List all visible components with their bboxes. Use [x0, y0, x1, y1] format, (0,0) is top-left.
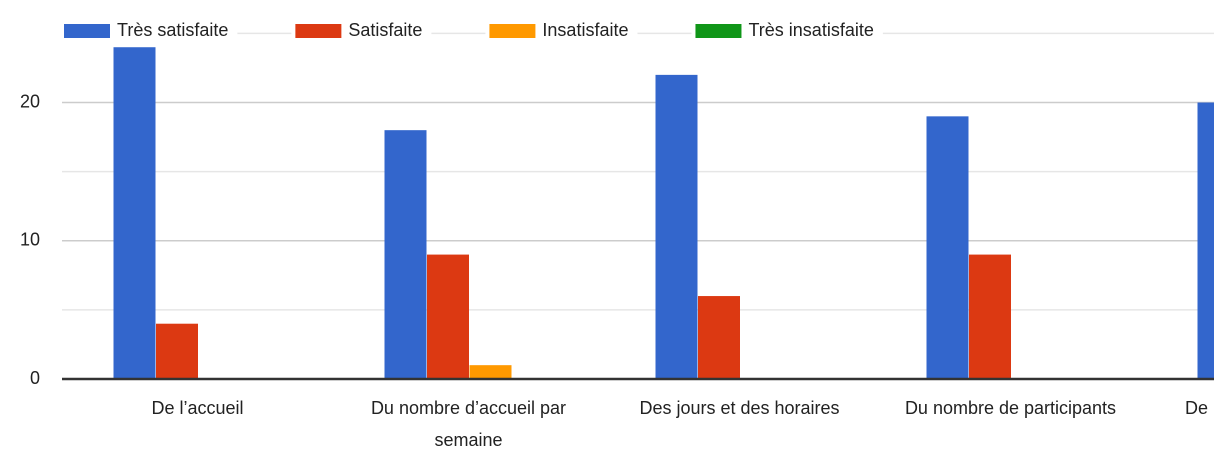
- bar: [113, 47, 156, 379]
- x-tick-line: Des jours et des horaires: [639, 398, 839, 418]
- bar: [969, 254, 1011, 379]
- bar: [469, 365, 512, 379]
- legend-label: Très satisfaite: [117, 20, 228, 40]
- x-tick-line: De l’accueil: [151, 398, 243, 418]
- legend-item: Insatisfaite: [485, 18, 638, 44]
- x-tick-line: Du nombre de participants: [905, 398, 1116, 418]
- y-tick-label: 10: [20, 230, 40, 250]
- x-tick-label: De: [1185, 398, 1208, 418]
- legend-label: Très insatisfaite: [748, 20, 873, 40]
- x-tick-label: Du nombre d’accueil par semaine: [371, 398, 566, 450]
- x-tick-line: Du nombre d’accueil par: [371, 398, 566, 418]
- legend-item: Très satisfaite: [60, 18, 238, 44]
- bar: [156, 323, 198, 379]
- x-tick-line: De: [1185, 398, 1208, 418]
- legend-swatch: [295, 24, 342, 38]
- x-tick-label: De l’accueil: [151, 398, 243, 418]
- legend-item: Satisfaite: [291, 18, 432, 44]
- legend-label: Satisfaite: [348, 20, 422, 40]
- legend-swatch: [695, 24, 742, 38]
- bar: [427, 254, 469, 379]
- bar: [698, 296, 740, 379]
- bar: [655, 74, 698, 379]
- legend-swatch: [64, 24, 110, 38]
- y-tick-label: 20: [20, 91, 40, 111]
- x-tick-label: Du nombre de participants: [905, 398, 1116, 418]
- bar: [384, 130, 427, 379]
- y-tick-label: 0: [30, 368, 40, 388]
- legend-item: Très insatisfaite: [691, 18, 883, 44]
- bar: [1197, 102, 1214, 380]
- legend-label: Insatisfaite: [542, 20, 628, 40]
- x-tick-line: semaine: [434, 430, 502, 450]
- bar: [926, 116, 969, 380]
- x-tick-label: Des jours et des horaires: [639, 398, 839, 418]
- legend-swatch: [489, 24, 536, 38]
